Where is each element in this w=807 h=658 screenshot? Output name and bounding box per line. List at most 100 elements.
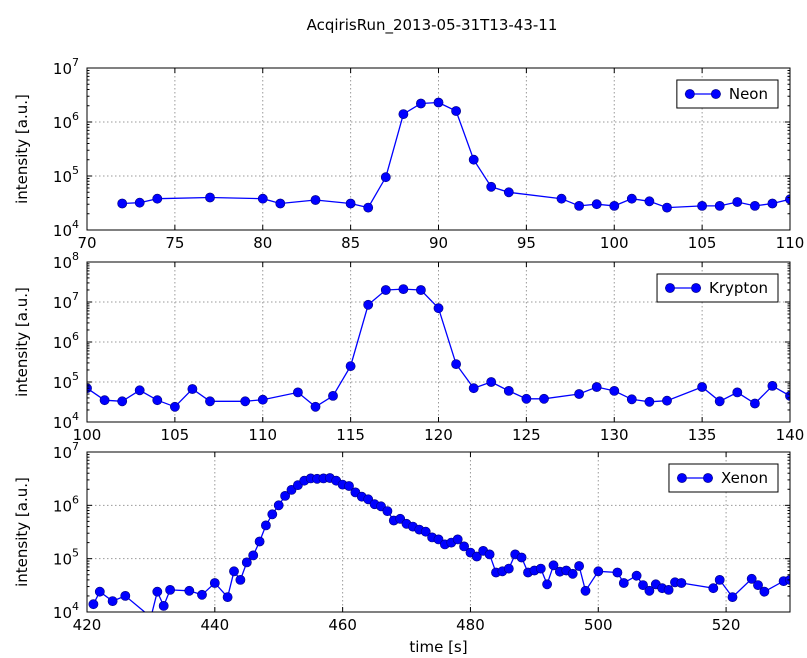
data-point (120, 591, 131, 601)
data-point (241, 557, 252, 568)
data-point (267, 509, 278, 520)
data-point (732, 387, 743, 398)
data-point (433, 97, 444, 108)
data-point (146, 613, 155, 622)
legend-marker (665, 283, 675, 293)
data-point (609, 200, 620, 211)
data-point (626, 394, 637, 405)
data-point (468, 154, 479, 165)
legend: Xenon (668, 463, 779, 493)
data-point (591, 199, 602, 210)
x-tick-label: 140 (776, 426, 805, 444)
data-point (612, 567, 623, 578)
y-tick-label: 105 (53, 370, 79, 392)
y-tick-label: 104 (53, 218, 79, 240)
data-point (556, 193, 567, 204)
data-point (205, 396, 215, 407)
subplots: 70 75 80 85 90 95 100 105 110 104 105 106 107 intensi… (13, 56, 804, 656)
data-point (593, 566, 604, 577)
data-point (767, 380, 778, 391)
data-point (433, 534, 444, 545)
data-point (240, 396, 251, 407)
x-tick-label: 75 (165, 234, 184, 252)
x-tick-label: 440 (200, 616, 229, 634)
x-tick-label: 85 (341, 234, 360, 252)
data-point (184, 585, 195, 596)
series-line (122, 101, 790, 209)
data-point (229, 566, 239, 577)
data-point (88, 599, 99, 610)
data-point (644, 585, 655, 596)
series-xenon (88, 473, 790, 622)
data-point (714, 200, 725, 211)
data-point (753, 580, 763, 590)
y-tick-label: 104 (53, 600, 79, 622)
data-point (310, 401, 321, 412)
x-axis-label: time [s] (409, 638, 467, 656)
legend-label: Xenon (721, 469, 768, 487)
x-tick-label: 460 (328, 616, 357, 634)
y-tick-label: 108 (53, 250, 79, 272)
subplot-xenon: 420 440 460 480 500 520 104 105 106 107 intensity … (13, 440, 791, 656)
data-point (363, 299, 374, 310)
data-point (714, 396, 725, 407)
data-point (574, 561, 584, 571)
data-point (169, 401, 180, 412)
y-tick-label: 106 (53, 110, 79, 132)
data-point (580, 585, 591, 596)
data-point (486, 181, 497, 192)
data-point (521, 393, 532, 404)
data-point (471, 551, 482, 562)
data-point (260, 520, 271, 531)
data-point (382, 506, 393, 516)
data-point (248, 550, 259, 561)
data-point (503, 563, 514, 574)
data-point (676, 578, 687, 588)
data-point (631, 570, 642, 581)
y-tick-label: 106 (53, 493, 79, 515)
data-point (746, 573, 757, 584)
data-point (644, 196, 655, 207)
data-point (205, 192, 215, 203)
data-point (99, 395, 110, 406)
legend-box (656, 273, 779, 303)
data-point (117, 396, 128, 407)
data-point (714, 575, 725, 585)
data-point (165, 585, 175, 595)
data-point (415, 285, 426, 295)
data-point (152, 395, 163, 406)
x-tick-label: 420 (73, 616, 102, 634)
data-point (280, 490, 290, 501)
data-point (420, 526, 431, 537)
data-point (222, 592, 233, 602)
x-tick-label: 105 (161, 426, 190, 444)
data-point (662, 202, 672, 213)
x-tick-label: 100 (73, 426, 102, 444)
data-point (486, 377, 497, 387)
legend-marker (710, 89, 721, 99)
data-point (697, 382, 707, 392)
legend-marker (684, 89, 695, 99)
data-point (732, 197, 743, 207)
data-point (638, 580, 648, 590)
data-point (235, 575, 246, 585)
y-tick-label: 105 (53, 547, 79, 569)
x-tick-label: 500 (584, 616, 613, 634)
data-point (254, 536, 265, 547)
x-tick-label: 80 (253, 234, 272, 252)
data-point (591, 382, 602, 392)
y-axis-label: intensity [a.u.] (13, 94, 31, 204)
data-point (767, 198, 778, 209)
y-axis-label: intensity [a.u.] (13, 477, 31, 587)
data-point (609, 385, 620, 396)
data-point (459, 541, 469, 552)
series-neon (117, 97, 790, 213)
data-point (548, 560, 559, 571)
y-tick-label: 104 (53, 410, 79, 432)
data-point (328, 390, 338, 401)
data-point (750, 200, 760, 211)
data-point (468, 383, 479, 394)
data-point (257, 394, 268, 405)
series-krypton (87, 284, 790, 412)
